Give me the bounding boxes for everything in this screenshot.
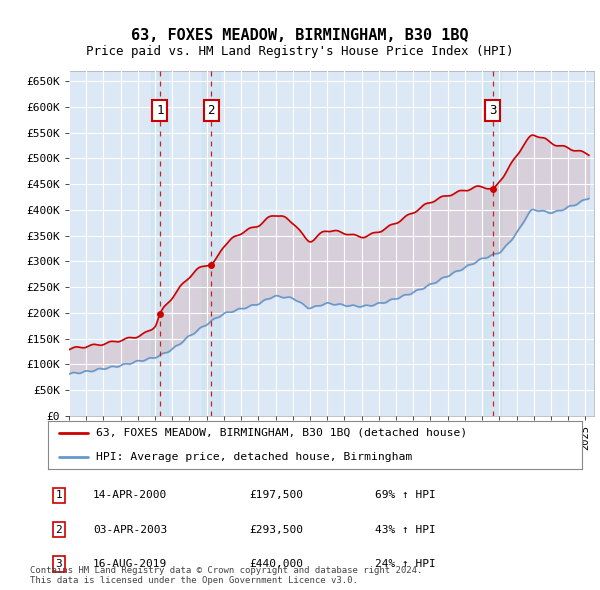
Text: 63, FOXES MEADOW, BIRMINGHAM, B30 1BQ: 63, FOXES MEADOW, BIRMINGHAM, B30 1BQ bbox=[131, 28, 469, 43]
Text: 24% ↑ HPI: 24% ↑ HPI bbox=[375, 559, 436, 569]
Text: 1: 1 bbox=[55, 490, 62, 500]
Text: 69% ↑ HPI: 69% ↑ HPI bbox=[375, 490, 436, 500]
Text: £293,500: £293,500 bbox=[249, 525, 303, 535]
Bar bbox=[202, 71, 220, 416]
Text: 63, FOXES MEADOW, BIRMINGHAM, B30 1BQ (detached house): 63, FOXES MEADOW, BIRMINGHAM, B30 1BQ (d… bbox=[96, 428, 467, 438]
Text: 14-APR-2000: 14-APR-2000 bbox=[93, 490, 167, 500]
Text: 03-APR-2003: 03-APR-2003 bbox=[93, 525, 167, 535]
Text: 43% ↑ HPI: 43% ↑ HPI bbox=[375, 525, 436, 535]
Text: Price paid vs. HM Land Registry's House Price Index (HPI): Price paid vs. HM Land Registry's House … bbox=[86, 45, 514, 58]
Text: 1: 1 bbox=[156, 104, 164, 117]
Text: HPI: Average price, detached house, Birmingham: HPI: Average price, detached house, Birm… bbox=[96, 452, 412, 462]
Text: 3: 3 bbox=[55, 559, 62, 569]
Text: Contains HM Land Registry data © Crown copyright and database right 2024.
This d: Contains HM Land Registry data © Crown c… bbox=[30, 566, 422, 585]
Text: £197,500: £197,500 bbox=[249, 490, 303, 500]
Bar bbox=[151, 71, 169, 416]
Bar bbox=[484, 71, 502, 416]
Text: 2: 2 bbox=[55, 525, 62, 535]
Text: 3: 3 bbox=[489, 104, 497, 117]
Text: 2: 2 bbox=[207, 104, 215, 117]
Text: 16-AUG-2019: 16-AUG-2019 bbox=[93, 559, 167, 569]
Text: £440,000: £440,000 bbox=[249, 559, 303, 569]
